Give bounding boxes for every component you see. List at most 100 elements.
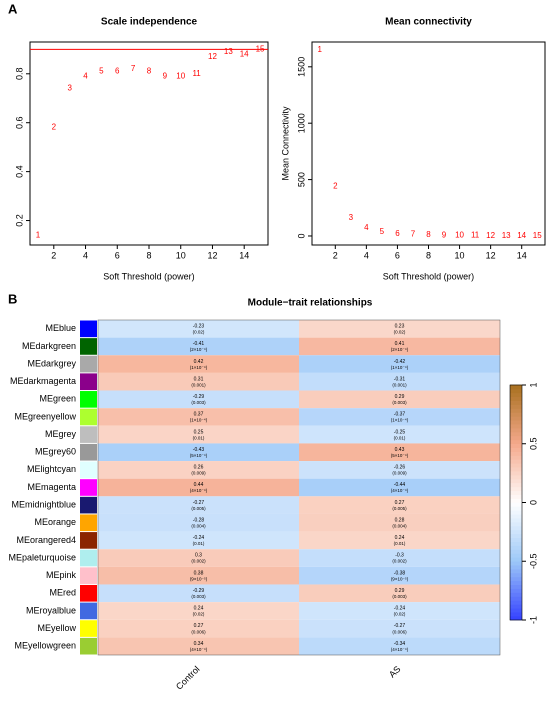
cell-p-value: (4×10⁻⁴) [190, 488, 208, 493]
cell-value: -0.37 [394, 412, 406, 418]
cell-p-value: (1×10⁻⁴) [190, 365, 208, 370]
point-label: 3 [349, 213, 354, 222]
cell-p-value: (0.001) [392, 382, 407, 387]
heat-cell [98, 337, 299, 356]
colorbar-step [510, 451, 522, 456]
y-axis-label: Mean Connectivity [280, 106, 290, 181]
cell-value: 0.43 [395, 447, 405, 453]
x-tick-label: 2 [51, 250, 56, 260]
colorbar-step [510, 537, 522, 542]
cell-p-value: (0.003) [392, 594, 407, 599]
colorbar-step [510, 568, 522, 574]
point-label: 15 [256, 44, 265, 53]
colorbar-step [510, 529, 522, 535]
cell-value: 0.31 [194, 376, 204, 382]
point-label: 3 [67, 84, 72, 93]
cell-value: -0.26 [394, 465, 406, 471]
point-label: 12 [208, 52, 217, 61]
point-label: 14 [240, 49, 249, 58]
heat-cell [299, 425, 500, 444]
row-label: MEyellow [37, 623, 76, 633]
point-label: 12 [486, 231, 495, 240]
colorbar-step [510, 506, 522, 511]
module-color [80, 496, 97, 514]
cell-p-value: (0.01) [394, 435, 406, 440]
point-label: 7 [131, 64, 136, 73]
module-color [80, 532, 97, 549]
colorbar-step [510, 482, 522, 488]
heat-cell [98, 619, 299, 638]
cell-value: -0.23 [193, 323, 205, 329]
cell-value: 0.42 [194, 359, 204, 365]
heat-cell [98, 425, 299, 444]
column-label: AS [387, 664, 403, 680]
colorbar-step [510, 408, 522, 413]
module-color [80, 602, 97, 620]
x-tick-label: 14 [517, 250, 527, 260]
row-label: MEblue [45, 323, 76, 333]
colorbar-step [510, 580, 522, 586]
point-label: 14 [517, 231, 526, 240]
x-tick-label: 10 [455, 250, 465, 260]
cell-value: 0.41 [395, 341, 405, 347]
module-color [80, 584, 97, 602]
cell-value: -0.25 [394, 429, 406, 435]
heat-cell [299, 355, 500, 373]
cell-value: 0.37 [194, 412, 204, 418]
colorbar-step [510, 447, 522, 452]
cell-p-value: (0.006) [392, 629, 407, 634]
row-label: MEred [49, 588, 76, 598]
heat-cell [299, 478, 500, 497]
colorbar-step [510, 392, 522, 398]
cell-p-value: (0.004) [191, 523, 206, 528]
cell-p-value: (0.02) [394, 612, 406, 617]
cell-p-value: (0.004) [392, 523, 407, 528]
cell-p-value: (2×10⁻⁴) [391, 347, 409, 352]
cell-value: 0.3 [195, 553, 202, 559]
heat-cell [98, 637, 299, 655]
row-label: MEpink [46, 570, 77, 580]
heat-cell [98, 602, 299, 620]
cell-p-value: (9×10⁻⁵) [190, 576, 208, 581]
point-label: 10 [455, 231, 464, 240]
x-tick-label: 8 [426, 250, 431, 260]
cell-p-value: (0.006) [191, 629, 206, 634]
colorbar-step [510, 384, 522, 390]
cell-value: 0.26 [194, 465, 204, 471]
cell-value: 0.24 [395, 535, 405, 541]
cell-p-value: (0.002) [191, 559, 206, 564]
module-color [80, 461, 97, 479]
y-tick-label: 0.2 [14, 214, 24, 227]
point-label: 4 [364, 223, 369, 232]
colorbar-step [510, 513, 522, 519]
colorbar-step [510, 517, 522, 523]
cell-p-value: (0.02) [193, 330, 205, 335]
cell-value: -0.29 [193, 394, 205, 400]
colorbar-step [510, 584, 522, 589]
module-color [80, 391, 97, 408]
point-label: 5 [99, 66, 104, 75]
row-label: MEmidnightblue [11, 500, 76, 510]
plot-frame [311, 41, 546, 246]
cell-p-value: (5×10⁻⁴) [391, 453, 409, 458]
heat-cell [98, 461, 299, 479]
x-tick-label: 6 [395, 250, 400, 260]
colorbar-step [510, 604, 522, 609]
row-label: MEmagenta [27, 482, 76, 492]
cell-value: 0.28 [395, 517, 405, 523]
heat-cell [299, 320, 500, 338]
colorbar-step [510, 486, 522, 492]
colorbar-step [510, 423, 522, 429]
cell-p-value: (4×10⁻⁴) [190, 647, 208, 652]
cell-p-value: (1×10⁻⁴) [190, 418, 208, 423]
cell-value: -0.41 [193, 341, 205, 347]
cell-p-value: (4×10⁻⁴) [391, 647, 409, 652]
heat-cell [98, 513, 299, 532]
colorbar-step [510, 443, 522, 448]
colorbar-step [510, 588, 522, 593]
point-label: 6 [395, 229, 400, 238]
point-label: 4 [83, 71, 88, 80]
y-tick-label: 0.8 [14, 68, 24, 81]
heat-cell [299, 513, 500, 532]
cell-value: -0.29 [193, 588, 205, 594]
